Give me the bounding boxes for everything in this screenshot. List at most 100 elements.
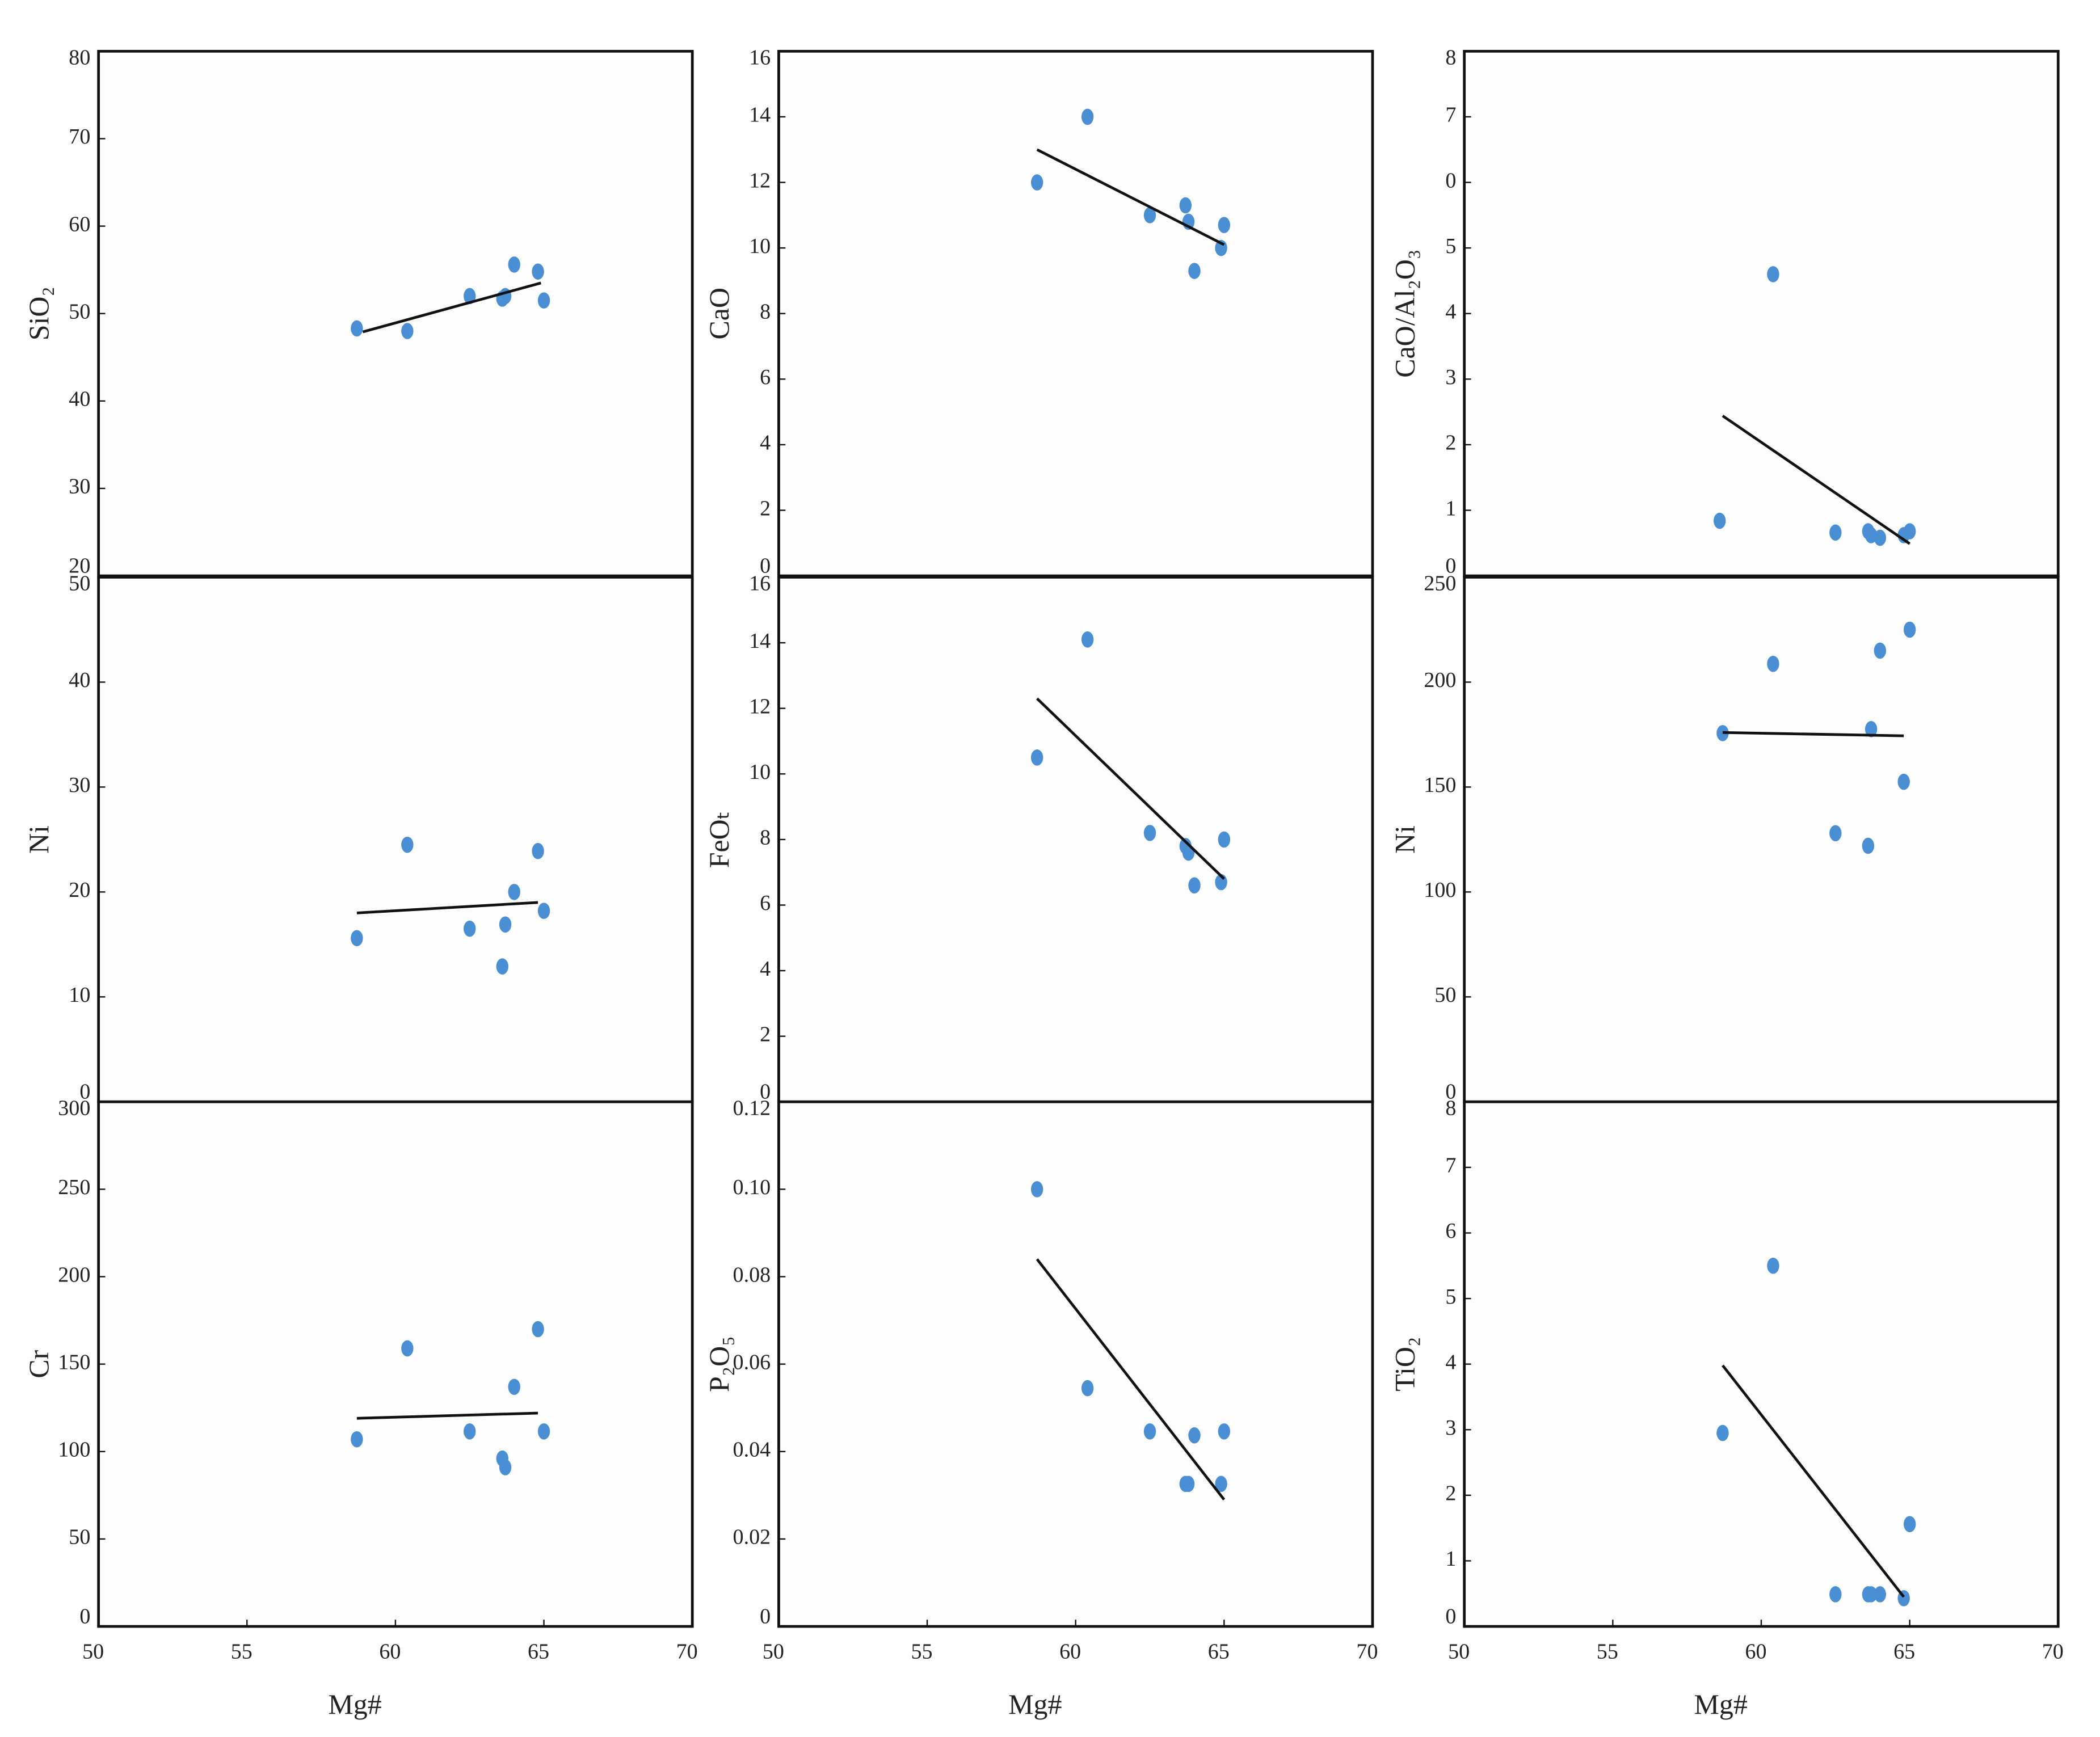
plot-frame bbox=[97, 1100, 694, 1628]
data-point bbox=[1030, 749, 1043, 766]
panel: 0 0.02 0.04 0.06 0.08 0.10 0.12 50 55 60 65 70 P₂O₅ M… bbox=[704, 1096, 1378, 1720]
data-point bbox=[1218, 1423, 1231, 1440]
y-tick-label: 6 bbox=[760, 365, 771, 389]
y-tick-label: 3 bbox=[1445, 1416, 1456, 1440]
panel: 20 30 40 50 60 70 80 SiO₂ bbox=[23, 45, 694, 578]
data-point bbox=[464, 1423, 476, 1440]
data-point bbox=[499, 1459, 512, 1475]
y-tick-label: 100 bbox=[58, 1438, 90, 1462]
y-tick-label: 100 bbox=[1424, 878, 1456, 902]
y-tick-label: 2 bbox=[1445, 1482, 1456, 1506]
x-tick-label: 65 bbox=[1208, 1639, 1230, 1663]
x-axis-label: Mg# bbox=[1694, 1689, 1747, 1720]
data-point bbox=[464, 288, 476, 305]
data-point bbox=[1874, 1586, 1887, 1603]
plot-frame bbox=[777, 49, 1374, 577]
trend-line bbox=[1036, 1258, 1226, 1501]
y-tick-label: 2 bbox=[760, 1022, 771, 1046]
y-tick-label: 20 bbox=[69, 878, 90, 902]
data-point bbox=[464, 920, 476, 937]
trend-line bbox=[362, 281, 541, 334]
data-point bbox=[1218, 831, 1231, 848]
x-axis-label: Mg# bbox=[1008, 1689, 1062, 1720]
y-tick-label: 1 bbox=[1445, 496, 1456, 520]
data-point bbox=[1218, 217, 1231, 233]
y-tick-label: 8 bbox=[760, 826, 771, 850]
y-tick-label: 30 bbox=[69, 475, 90, 499]
trend-line bbox=[1036, 148, 1225, 246]
y-tick-label: 200 bbox=[58, 1263, 90, 1287]
y-tick-label: 10 bbox=[69, 983, 90, 1007]
y-tick-label: 0 bbox=[1445, 1080, 1456, 1104]
data-point bbox=[532, 842, 544, 859]
data-point bbox=[1081, 631, 1094, 648]
panel: 0 1 2 3 4 5 6 7 8 50 55 60 65 70 TiO₂ Mg# bbox=[1389, 1096, 2064, 1720]
y-tick-label: 250 bbox=[58, 1175, 90, 1199]
y-tick-label: 50 bbox=[1434, 983, 1456, 1007]
y-tick-label: 2 bbox=[1445, 431, 1456, 455]
trend-line bbox=[1036, 697, 1225, 880]
x-tick-label: 50 bbox=[763, 1639, 784, 1663]
data-point bbox=[537, 292, 550, 309]
data-point bbox=[537, 903, 550, 919]
data-point bbox=[1767, 656, 1779, 672]
data-point bbox=[1143, 207, 1156, 224]
y-tick-label: 4 bbox=[1445, 1350, 1456, 1374]
y-axis-label: SiO₂ bbox=[23, 286, 54, 340]
data-point bbox=[1030, 174, 1043, 191]
data-point bbox=[1143, 1423, 1156, 1440]
data-point bbox=[499, 916, 512, 933]
y-tick-label: 12 bbox=[749, 694, 771, 718]
x-tick-label: 65 bbox=[528, 1639, 549, 1663]
data-point bbox=[1862, 837, 1875, 854]
data-point bbox=[1179, 197, 1192, 214]
x-tick-label: 60 bbox=[1745, 1639, 1766, 1663]
data-point bbox=[1081, 1380, 1094, 1397]
data-point bbox=[1188, 263, 1201, 279]
x-tick-label: 50 bbox=[82, 1639, 104, 1663]
y-tick-label: 7 bbox=[1445, 103, 1456, 127]
y-axis-label: CaO/Al₂O₃ bbox=[1389, 250, 1420, 378]
y-tick-label: 0 bbox=[760, 1080, 771, 1104]
y-tick-label: 0 bbox=[1445, 1605, 1456, 1629]
y-tick-label: 200 bbox=[1424, 668, 1456, 692]
panel: 0 10 20 30 40 50 Ni bbox=[23, 572, 694, 1104]
y-tick-label: 0.06 bbox=[733, 1350, 771, 1374]
x-tick-label: 70 bbox=[2042, 1639, 2064, 1663]
plot-frame bbox=[1463, 576, 2060, 1103]
x-axis-label: Mg# bbox=[328, 1689, 381, 1720]
y-tick-label: 0.08 bbox=[733, 1263, 771, 1287]
trend-line bbox=[1722, 415, 1910, 545]
plot-frame bbox=[97, 49, 694, 577]
y-tick-label: 5 bbox=[1445, 234, 1456, 258]
y-axis-label: P₂O₅ bbox=[704, 1336, 735, 1392]
y-tick-label: 300 bbox=[58, 1096, 90, 1120]
y-axis-label: Ni bbox=[1389, 825, 1420, 854]
data-point bbox=[508, 256, 520, 273]
y-tick-label: 8 bbox=[760, 300, 771, 323]
y-tick-label: 14 bbox=[749, 629, 771, 653]
data-point bbox=[1903, 523, 1916, 539]
y-tick-label: 0 bbox=[760, 1605, 771, 1629]
y-tick-label: 0 bbox=[1445, 168, 1456, 192]
y-tick-label: 50 bbox=[69, 572, 90, 596]
y-tick-label: 0.02 bbox=[733, 1525, 771, 1549]
x-tick-label: 50 bbox=[1448, 1639, 1470, 1663]
y-tick-label: 80 bbox=[69, 45, 90, 69]
data-point bbox=[1903, 1516, 1916, 1532]
data-point bbox=[1903, 621, 1916, 638]
y-tick-label: 16 bbox=[749, 45, 771, 69]
data-point bbox=[1767, 266, 1779, 283]
y-axis-label: Ni bbox=[23, 825, 54, 854]
trend-line bbox=[1722, 731, 1904, 737]
y-tick-label: 150 bbox=[1424, 773, 1456, 797]
data-point bbox=[1829, 1586, 1842, 1603]
y-tick-label: 0.10 bbox=[733, 1175, 771, 1199]
panel: 0 1 2 3 4 5 0 7 8 CaO/Al₂O₃ bbox=[1389, 45, 2060, 578]
data-point bbox=[1767, 1258, 1779, 1274]
y-tick-label: 60 bbox=[69, 212, 90, 236]
data-point bbox=[1182, 1475, 1195, 1493]
y-tick-label: 6 bbox=[760, 891, 771, 915]
